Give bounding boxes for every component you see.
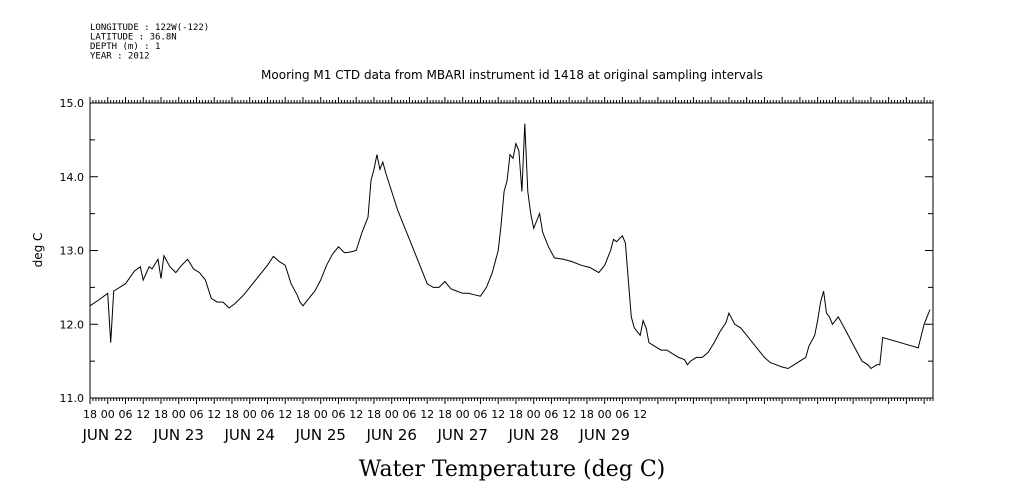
x-hour-label: 18 — [580, 408, 594, 421]
x-day-label: JUN 26 — [365, 426, 416, 444]
x-hour-label: 12 — [420, 408, 434, 421]
x-hour-label: 18 — [154, 408, 168, 421]
meta-depth: DEPTH (m) : 1 — [90, 42, 160, 52]
x-hour-label: 12 — [562, 408, 576, 421]
x-hour-label: 00 — [527, 408, 541, 421]
axis-ticks — [89, 97, 934, 404]
metadata-block: LONGITUDE : 122W(-122) LATITUDE : 36.8N … — [90, 23, 209, 62]
x-day-label: JUN 25 — [294, 426, 345, 444]
x-hour-label: 00 — [598, 408, 612, 421]
x-axis-title: Water Temperature (deg C) — [359, 457, 666, 482]
x-hour-label: 06 — [189, 408, 203, 421]
x-hour-label: 06 — [260, 408, 274, 421]
x-hour-label: 12 — [633, 408, 647, 421]
x-day-label: JUN 22 — [82, 426, 133, 444]
x-hour-label: 00 — [314, 408, 328, 421]
x-hour-label: 00 — [243, 408, 257, 421]
y-tick-label: 13.0 — [60, 245, 85, 258]
x-hour-label: 12 — [349, 408, 363, 421]
x-day-label: JUN 23 — [152, 426, 203, 444]
x-hour-label: 18 — [225, 408, 239, 421]
meta-latitude: LATITUDE : 36.8N — [90, 33, 177, 43]
x-hour-label: 12 — [491, 408, 505, 421]
x-hour-label: 00 — [101, 408, 115, 421]
x-hour-label: 18 — [509, 408, 523, 421]
x-day-label: JUN 24 — [223, 426, 274, 444]
meta-year: YEAR : 2012 — [90, 52, 150, 62]
x-hour-label: 06 — [473, 408, 487, 421]
x-day-label: JUN 28 — [507, 426, 558, 444]
x-hour-label: 06 — [615, 408, 629, 421]
y-tick-label: 15.0 — [60, 97, 85, 110]
x-day-labels: JUN 22 JUN 23 JUN 24 JUN 25 JUN 26 JUN 27 JUN … — [82, 426, 630, 444]
x-hour-label: 00 — [172, 408, 186, 421]
chart-title: Mooring M1 CTD data from MBARI instrumen… — [261, 68, 763, 82]
x-hour-label: 12 — [136, 408, 150, 421]
x-hour-label: 06 — [331, 408, 345, 421]
x-day-label: JUN 29 — [578, 426, 629, 444]
y-axis-label: deg C — [31, 233, 45, 268]
x-hour-labels: 18 00 06 12 18 00 06 12 18 00 06 12 18 00 06 12 18 00 06 12… — [83, 408, 647, 421]
x-hour-label: 18 — [438, 408, 452, 421]
y-tick-label: 11.0 — [60, 392, 85, 405]
temperature-series-line — [89, 123, 931, 370]
x-hour-label: 06 — [118, 408, 132, 421]
x-hour-label: 12 — [207, 408, 221, 421]
y-tick-label: 14.0 — [60, 171, 85, 184]
x-day-label: JUN 27 — [436, 426, 487, 444]
x-hour-label: 00 — [385, 408, 399, 421]
x-hour-label: 12 — [278, 408, 292, 421]
x-hour-label: 18 — [367, 408, 381, 421]
meta-longitude: LONGITUDE : 122W(-122) — [90, 23, 209, 33]
y-tick-label: 12.0 — [60, 318, 85, 331]
x-hour-label: 18 — [296, 408, 310, 421]
y-tick-labels: 11.0 12.0 13.0 14.0 15.0 — [60, 97, 85, 405]
x-hour-label: 00 — [456, 408, 470, 421]
x-hour-label: 18 — [83, 408, 97, 421]
x-hour-label: 06 — [402, 408, 416, 421]
x-hour-label: 06 — [544, 408, 558, 421]
